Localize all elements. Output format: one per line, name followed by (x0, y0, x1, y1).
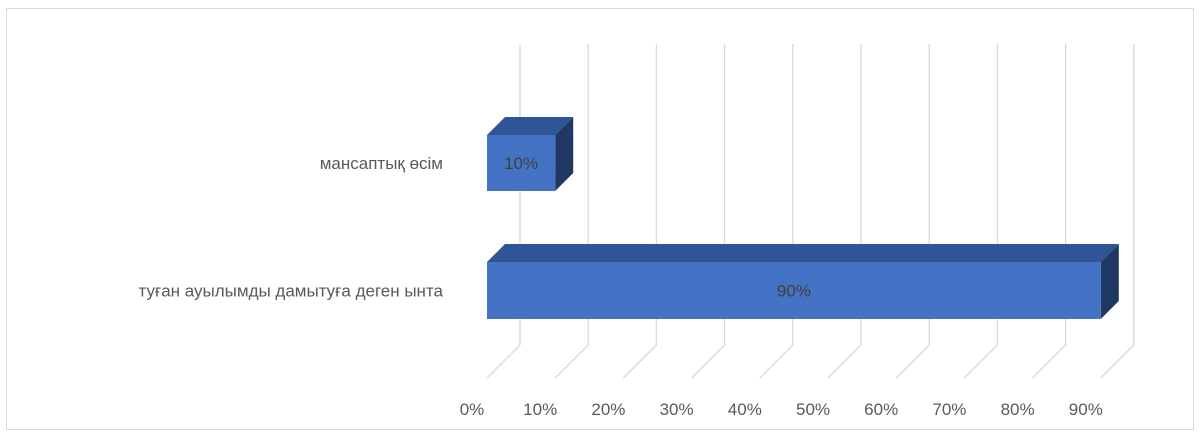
bar-side-face (555, 117, 574, 191)
bar-top-face (487, 244, 1119, 262)
x-tick-label: 50% (796, 400, 830, 419)
bar-chart: 10% 90% мансаптық өсім туған ауылымды дамы… (139, 44, 1135, 419)
gridlines (486, 44, 1135, 379)
bar: 90% (487, 244, 1119, 319)
x-tick-label: 0% (460, 400, 485, 419)
category-labels: мансаптық өсім туған ауылымды дамытуға де… (139, 154, 444, 301)
data-label: 10% (504, 154, 538, 173)
gridline-floor (554, 344, 589, 379)
gridline-floor (1032, 344, 1067, 379)
bar: 10% (487, 117, 574, 191)
bar-front-face (487, 135, 556, 191)
gridline-floor (691, 344, 726, 379)
x-tick-label: 20% (591, 400, 625, 419)
bar-front-face (487, 262, 1101, 319)
x-tick-label: 80% (1001, 400, 1035, 419)
bar-top-face (487, 117, 574, 135)
x-tick-label: 70% (932, 400, 966, 419)
gridline-floor (827, 344, 862, 379)
chart-frame: 10% 90% мансаптық өсім туған ауылымды дамы… (6, 8, 1194, 430)
x-tick-label: 40% (728, 400, 762, 419)
gridline-floor (963, 344, 998, 379)
bar-side-face (1100, 244, 1119, 319)
gridline-floor (1100, 344, 1135, 379)
gridline-floor (895, 344, 930, 379)
data-label: 90% (777, 282, 811, 301)
category-label: туған ауылымды дамытуға деген ынта (139, 282, 444, 301)
x-tick-label: 10% (523, 400, 557, 419)
category-label: мансаптық өсім (320, 154, 443, 173)
x-axis-tick-labels: 0% 10% 20% 30% 40% 50% 60% 70% 80% 90% (460, 400, 1103, 419)
x-tick-label: 30% (660, 400, 694, 419)
x-tick-label: 90% (1069, 400, 1103, 419)
bars: 10% 90% (487, 117, 1119, 319)
gridline-floor (622, 344, 657, 379)
gridline-floor (759, 344, 794, 379)
x-tick-label: 60% (864, 400, 898, 419)
gridline-floor (486, 344, 521, 379)
